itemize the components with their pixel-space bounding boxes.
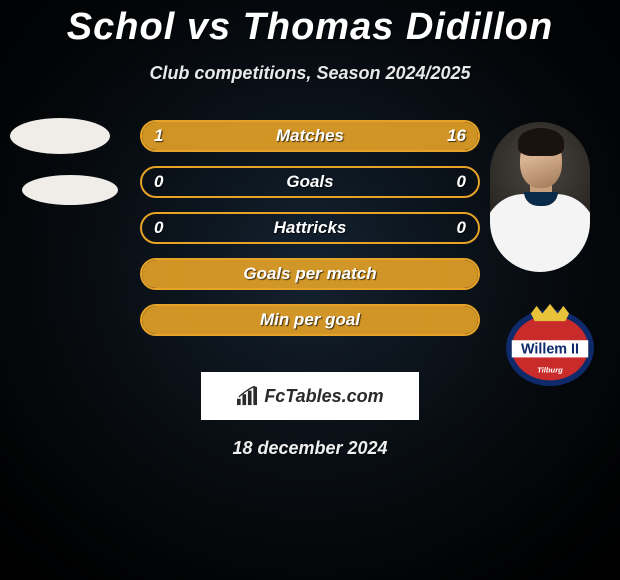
stat-value-left: 1 [154, 126, 163, 146]
badge-sub: Tilburg [537, 366, 563, 375]
brand-text: FcTables.com [264, 386, 383, 407]
stats-area: 1 Matches 16 0 Goals 0 0 Hattricks 0 Goals per ma… [0, 120, 620, 336]
date-text: 18 december 2024 [232, 438, 387, 459]
badge-name: Willem II [521, 342, 579, 358]
stat-label: Goals per match [243, 264, 376, 284]
brand-box[interactable]: FcTables.com [201, 372, 419, 420]
stat-row: Goals per match [140, 258, 480, 290]
stat-value-left: 0 [154, 172, 163, 192]
stat-row: 0 Hattricks 0 [140, 212, 480, 244]
infographic: Schol vs Thomas Didillon Club competitio… [0, 0, 620, 580]
bars-icon [236, 386, 258, 406]
subtitle: Club competitions, Season 2024/2025 [149, 63, 470, 84]
stat-label: Min per goal [260, 310, 360, 330]
stat-value-left: 0 [154, 218, 163, 238]
page-title: Schol vs Thomas Didillon [67, 6, 553, 49]
stat-row: 1 Matches 16 [140, 120, 480, 152]
stat-value-right: 0 [457, 218, 466, 238]
stat-row: 0 Goals 0 [140, 166, 480, 198]
stat-value-right: 16 [447, 126, 466, 146]
stat-label: Hattricks [274, 218, 347, 238]
stat-row: Min per goal [140, 304, 480, 336]
stat-value-right: 0 [457, 172, 466, 192]
stat-label: Goals [286, 172, 333, 192]
stat-label: Matches [276, 126, 344, 146]
